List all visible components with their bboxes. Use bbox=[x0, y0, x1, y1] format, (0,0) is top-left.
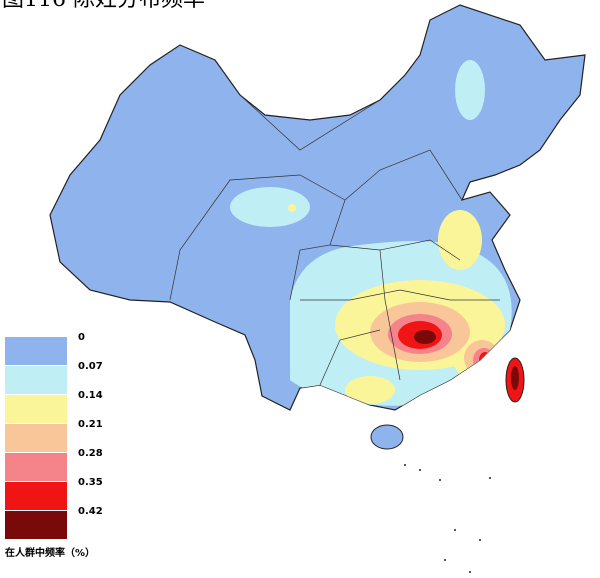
legend-swatch bbox=[5, 453, 67, 481]
china-map bbox=[49, 4, 586, 573]
legend-label: 0 bbox=[78, 332, 85, 343]
legend-label: 0.35 bbox=[78, 477, 103, 488]
frequency-zones bbox=[230, 60, 512, 406]
legend-label: 0.07 bbox=[78, 361, 103, 372]
figure-title: 图116 陈姓分布频率 bbox=[2, 0, 205, 12]
legend-swatch bbox=[5, 366, 67, 394]
legend-swatch bbox=[5, 424, 67, 452]
legend-label: 0.42 bbox=[78, 506, 103, 517]
legend-label: 0.28 bbox=[78, 448, 103, 459]
legend-swatch bbox=[5, 482, 67, 510]
legend-swatch bbox=[5, 337, 67, 365]
legend-swatch bbox=[5, 511, 67, 539]
taiwan-core bbox=[511, 366, 519, 390]
legend-swatch bbox=[5, 395, 67, 423]
legend-label: 0.21 bbox=[78, 419, 103, 430]
legend-caption: 在人群中频率（%） bbox=[5, 546, 95, 559]
province-borders bbox=[169, 94, 500, 386]
hainan-island bbox=[370, 424, 404, 450]
legend-label: 0.14 bbox=[78, 390, 103, 401]
south-sea-islands bbox=[404, 464, 491, 573]
legend: 在人群中频率（%） 0 0.07 0.14 0.21 0.28 0.35 0.42 bbox=[5, 332, 103, 559]
